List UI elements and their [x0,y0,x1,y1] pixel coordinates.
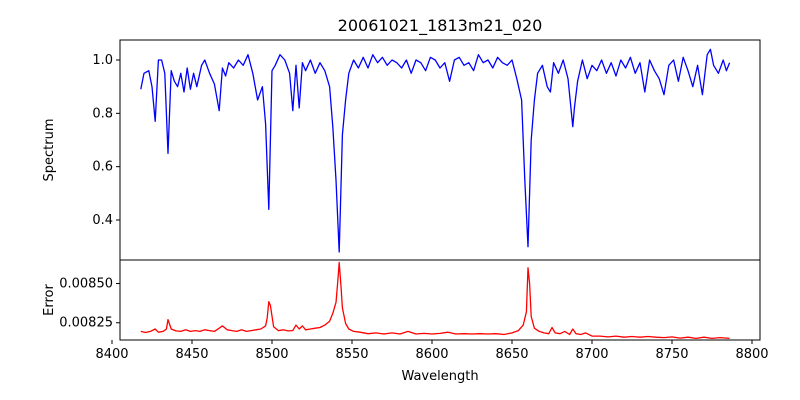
error-xtick-label: 8450 [175,347,208,362]
error-xtick-label: 8600 [415,347,448,362]
spectrum-ylabel: Spectrum [42,119,57,182]
spectrum-series-line [140,48,731,253]
spectrum-ytick-label: 0.8 [92,106,113,121]
error-axes-frame [119,259,761,341]
spectrum-ytick-label: 0.6 [92,160,113,175]
error-xtick-label: 8550 [335,347,368,362]
spectrum-ytick-label: 0.4 [92,213,113,228]
error-xtick-label: 8700 [575,347,608,362]
chart-title: 20061021_1813m21_020 [338,16,543,36]
error-ytick-label: 0.00850 [59,277,113,292]
spectrum-panel: 0.4 0.6 0.8 1.0 Spectrum [42,39,761,261]
spectrum-axes-frame [119,39,761,261]
error-xtick-label: 8800 [735,347,768,362]
error-panel: 0.00825 0.00850 8400 8450 8500 8550 8600 8650 87… [42,259,769,384]
error-xtick-label: 8500 [255,347,288,362]
error-xtick-label: 8400 [95,347,128,362]
error-xlabel: Wavelength [401,369,478,384]
error-series-line [140,261,730,340]
error-xtick-label: 8750 [655,347,688,362]
error-ylabel: Error [42,284,57,316]
error-ytick-label: 0.00825 [59,316,113,331]
spectrum-ytick-label: 1.0 [92,53,113,68]
error-xtick-label: 8650 [495,347,528,362]
